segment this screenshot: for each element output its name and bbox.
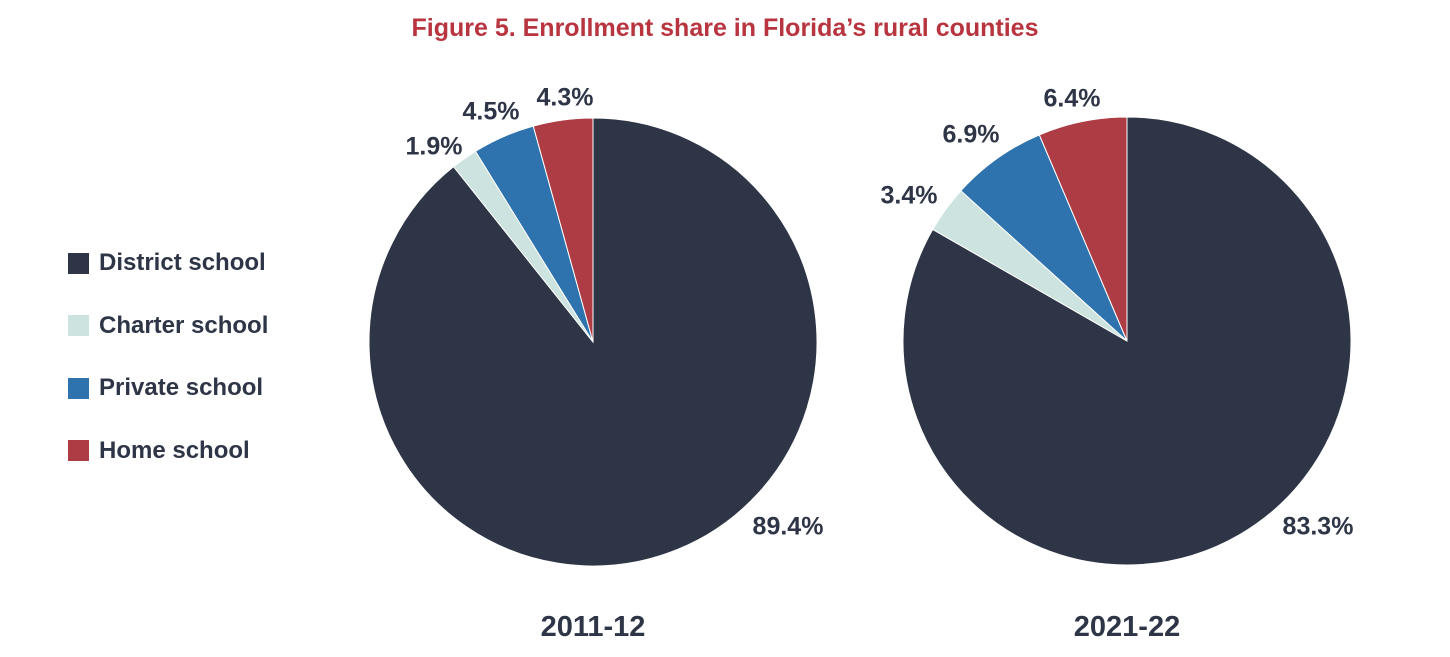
data-label-charter-school-2011-12: 1.9%: [406, 133, 463, 161]
data-label-home-school-2021-22: 6.4%: [1044, 85, 1101, 113]
pie-title-2021-22: 2021-22: [1074, 611, 1180, 643]
legend-swatch-charter-school: [68, 315, 89, 336]
legend-swatch-district-school: [68, 252, 89, 274]
data-label-district-school-2011-12: 89.4%: [753, 513, 824, 541]
slice-home-school-2021-22: [1038, 116, 1128, 342]
legend-item-home-school: Home school: [68, 436, 268, 466]
legend-label-home-school: Home school: [99, 436, 250, 464]
legend-item-private-school: Private school: [68, 373, 268, 403]
legend-swatch-home-school: [68, 440, 89, 461]
legend: District school Charter school Private s…: [68, 248, 268, 498]
slice-home-school-2011-12: [532, 117, 594, 343]
legend-label-private-school: Private school: [99, 374, 264, 401]
data-label-private-school-2021-22: 6.9%: [943, 121, 1000, 149]
slice-district-school-2011-12: [368, 117, 818, 567]
legend-label-charter-school: Charter school: [99, 311, 269, 339]
data-label-district-school-2021-22: 83.3%: [1283, 513, 1354, 541]
legend-item-charter-school: Charter school: [68, 311, 268, 341]
legend-item-district-school: District school: [68, 248, 268, 278]
figure-title: Figure 5. Enrollment share in Florida’s …: [411, 14, 1039, 42]
pie-title-2011-12: 2011-12: [541, 611, 646, 643]
pie-chart-2011-12: 89.4% 1.9%4.5% 4.3% 2011-12: [368, 84, 824, 643]
pie-chart-2021-22: 83.3% 3.4% 6.9% 6.4% 2021-22: [881, 85, 1354, 643]
data-label-charter-school-2021-22: 3.4%: [881, 182, 938, 210]
legend-swatch-private-school: [68, 377, 89, 399]
legend-label-district-school: District school: [99, 249, 266, 276]
data-label-private-school-2011-12: 4.5%: [463, 98, 520, 126]
data-label-home-school-2011-12: 4.3%: [537, 84, 594, 112]
